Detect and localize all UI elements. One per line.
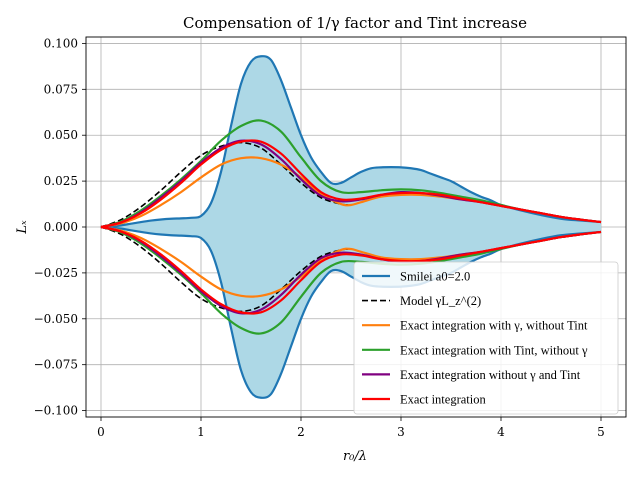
ticks: 0 1 2 3 4 5 −0.100 −0.075 −0.050 −0.025 0.000 0.025… [34, 36, 605, 439]
y-tick-label: −0.050 [34, 312, 78, 326]
legend-label-4: Exact integration without γ and Tint [400, 368, 581, 382]
x-axis-label: r₀/λ [343, 449, 367, 464]
y-axis-label: Lₓ [15, 220, 30, 235]
y-tick-label: 0.075 [44, 82, 78, 96]
legend: Smilei a0=2.0 Model γL_z^(2) Exact integra… [353, 261, 619, 415]
legend-label-3: Exact integration with Tint, without γ [400, 343, 588, 357]
legend-label-1: Model γL_z^(2) [400, 294, 481, 308]
legend-label-5: Exact integration [400, 393, 486, 407]
x-tick-label: 5 [597, 425, 605, 439]
y-tick-label: −0.025 [34, 266, 78, 280]
series-0-lower-line [100, 225, 602, 399]
y-tick-label: 0.025 [44, 174, 78, 188]
x-tick-label: 1 [197, 425, 205, 439]
x-tick-label: 3 [397, 425, 405, 439]
fill-area [101, 56, 601, 398]
legend-label-2: Exact integration with γ, without Tint [400, 319, 588, 333]
series-lines [100, 55, 602, 399]
x-tick-label: 0 [97, 425, 105, 439]
smilei-fill-band [101, 56, 601, 398]
x-tick-label: 4 [497, 425, 505, 439]
x-tick-label: 2 [297, 425, 305, 439]
series-5-upper-line [100, 139, 602, 229]
legend-box [353, 261, 619, 415]
y-tick-label: −0.075 [34, 358, 78, 372]
y-tick-label: 0.000 [44, 220, 78, 234]
y-tick-label: 0.100 [44, 36, 78, 50]
legend-label-0: Smilei a0=2.0 [400, 270, 470, 284]
chart-title: Compensation of 1/γ factor and Tint incr… [183, 14, 527, 32]
y-tick-label: 0.050 [44, 128, 78, 142]
series-0-upper-line [100, 55, 602, 229]
series-5-lower-line [100, 225, 602, 315]
y-tick-label: −0.100 [34, 404, 78, 418]
